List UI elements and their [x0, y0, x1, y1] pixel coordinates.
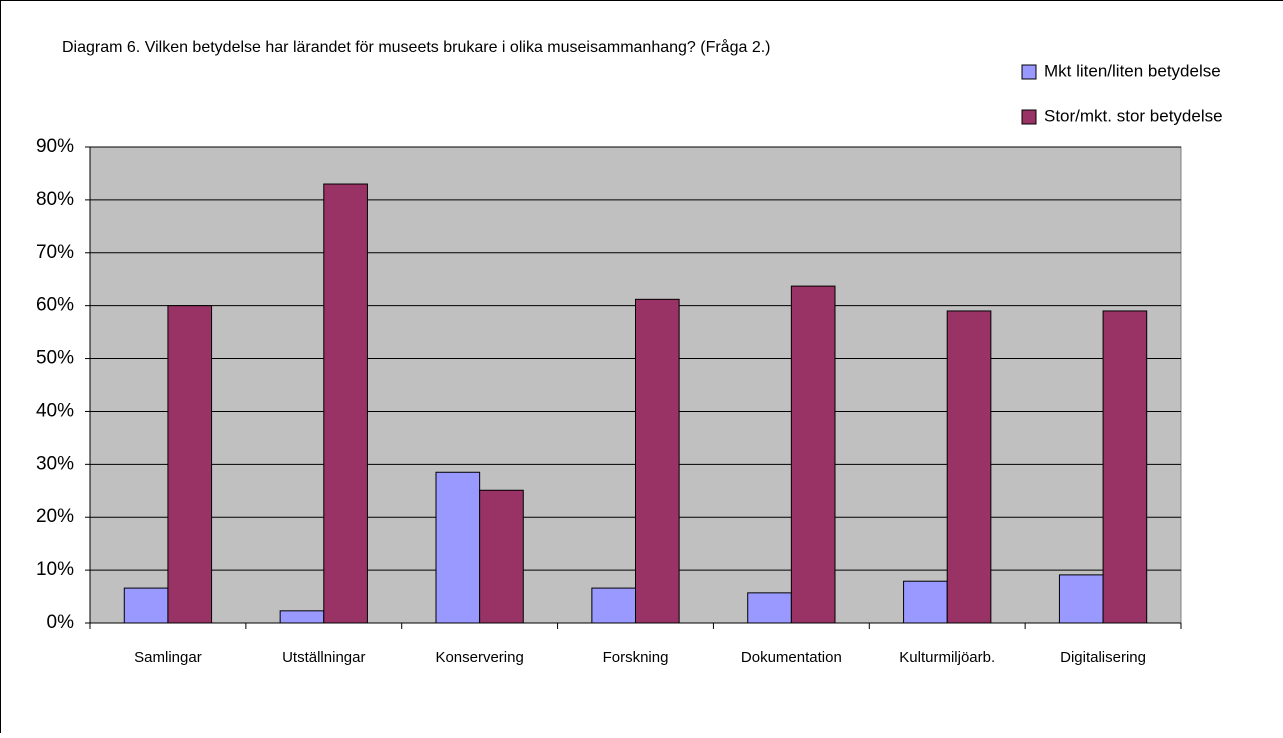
bar	[592, 588, 636, 623]
legend-label: Mkt liten/liten betydelse	[1044, 61, 1221, 80]
y-tick-label: 80%	[36, 189, 74, 210]
bar	[904, 581, 948, 623]
legend-swatch	[1022, 110, 1036, 124]
y-tick-label: 30%	[36, 453, 74, 474]
y-tick-label: 70%	[36, 242, 74, 263]
bar	[636, 299, 680, 623]
chart-title: Diagram 6. Vilken betydelse har lärandet…	[62, 38, 771, 56]
y-tick-label: 0%	[47, 612, 75, 633]
bar	[280, 611, 324, 623]
x-tick-label: Konservering	[435, 649, 523, 666]
y-tick-label: 10%	[36, 559, 74, 580]
bar	[947, 311, 991, 623]
legend-swatch	[1022, 65, 1036, 79]
x-tick-label: Forskning	[603, 649, 669, 666]
y-tick-label: 40%	[36, 400, 74, 421]
bar	[1059, 575, 1103, 623]
x-tick-label: Kulturmiljöarb.	[899, 649, 995, 666]
bar	[748, 593, 792, 623]
x-tick-label: Samlingar	[134, 649, 202, 666]
y-tick-label: 50%	[36, 348, 74, 369]
bar	[324, 184, 368, 623]
bar	[436, 472, 480, 623]
bar	[124, 588, 168, 623]
bar	[480, 490, 524, 623]
x-tick-label: Digitalisering	[1060, 649, 1146, 666]
y-tick-label: 60%	[36, 295, 74, 316]
y-tick-label: 90%	[36, 136, 74, 157]
bar	[791, 286, 835, 623]
x-tick-label: Utställningar	[282, 649, 365, 666]
x-tick-label: Dokumentation	[741, 649, 842, 666]
legend-label: Stor/mkt. stor betydelse	[1044, 106, 1223, 125]
y-tick-label: 20%	[36, 506, 74, 527]
bar	[168, 306, 212, 623]
bar	[1103, 311, 1147, 623]
